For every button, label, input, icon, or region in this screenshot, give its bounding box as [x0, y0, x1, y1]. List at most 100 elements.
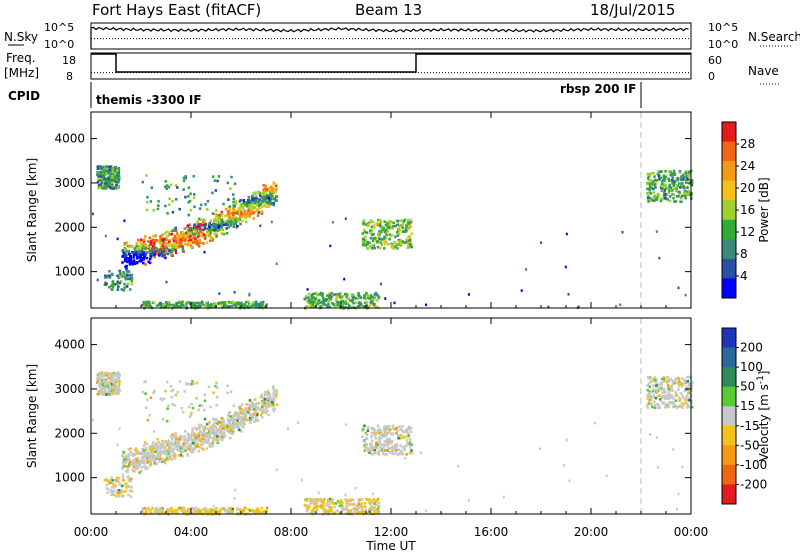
range-cell [201, 508, 205, 511]
range-cell [197, 217, 201, 221]
range-cell [359, 511, 363, 515]
range-cell [113, 174, 116, 178]
range-cell [251, 405, 254, 408]
range-cell [653, 175, 656, 178]
range-cell [91, 212, 94, 216]
range-cell [662, 377, 666, 381]
range-cell [125, 269, 129, 273]
range-cell [391, 426, 395, 430]
range-cell [132, 256, 135, 259]
range-cell [313, 502, 316, 506]
range-cell [162, 239, 165, 242]
range-cell [408, 427, 411, 431]
range-cell [328, 291, 332, 295]
range-cell [153, 255, 156, 259]
range-cell [189, 231, 192, 235]
range-cell [661, 187, 664, 190]
range-cell [401, 226, 404, 230]
range-cell [378, 439, 381, 443]
range-cell [164, 256, 167, 260]
ytick-label: 1000 [54, 471, 85, 485]
range-cell [209, 405, 212, 409]
range-cell [173, 247, 177, 250]
range-cell [379, 282, 382, 286]
range-cell [652, 384, 655, 387]
range-cell [125, 250, 128, 253]
range-cell [266, 188, 269, 192]
range-cell [182, 179, 186, 183]
range-cell [268, 405, 272, 408]
range-cell [256, 412, 259, 415]
range-cell [116, 180, 119, 183]
range-cell [163, 459, 166, 462]
range-cell [140, 241, 143, 244]
range-cell [177, 304, 180, 308]
range-cell [305, 305, 309, 308]
range-cell [97, 184, 101, 187]
range-cell [206, 433, 210, 437]
range-cell [219, 510, 222, 513]
range-cell [117, 166, 121, 170]
range-cell [404, 241, 408, 244]
range-cell [364, 508, 368, 512]
range-cell [168, 301, 171, 305]
range-cell [220, 223, 224, 227]
range-cell [361, 508, 364, 512]
range-cell [142, 304, 146, 308]
range-cell [368, 295, 372, 299]
range-cell [227, 210, 230, 213]
range-cell [198, 426, 201, 429]
range-cell [150, 511, 153, 515]
range-cell [112, 489, 115, 493]
range-cell [209, 431, 213, 435]
range-cell [647, 200, 650, 203]
range-cell [341, 501, 344, 504]
range-cell [260, 506, 264, 510]
range-cell [396, 234, 400, 237]
range-cell [227, 198, 230, 201]
cpid-left-label: CPID [8, 89, 40, 103]
range-cell [210, 236, 214, 240]
range-cell [656, 172, 660, 176]
range-cell [97, 381, 100, 385]
time-axis: 00:00 04:00 08:00 12:00 16:00 20:00 00:00 [74, 112, 708, 539]
range-cell [234, 222, 238, 225]
range-cell [168, 239, 171, 242]
range-cell [219, 228, 222, 232]
range-cell [675, 187, 678, 190]
range-cell [218, 431, 221, 434]
range-cell [248, 407, 251, 410]
range-cell [605, 474, 608, 478]
range-cell [377, 218, 380, 222]
range-cell [655, 390, 658, 394]
range-cell [127, 273, 130, 277]
range-cell [97, 389, 101, 392]
range-cell [310, 295, 314, 298]
range-cell [664, 184, 667, 187]
range-cell [380, 436, 383, 440]
range-cell [255, 209, 258, 213]
range-cell [140, 258, 143, 262]
range-cell [215, 420, 218, 423]
range-cell [686, 193, 690, 196]
range-cell [149, 455, 152, 459]
range-cell [239, 210, 243, 213]
range-cell [681, 394, 684, 397]
range-cell [133, 262, 137, 265]
range-cell [659, 199, 663, 203]
range-cell [181, 450, 184, 453]
range-cell [675, 177, 678, 180]
range-cell [687, 375, 691, 379]
range-cell [215, 507, 218, 510]
range-cell [254, 301, 257, 304]
range-cell [243, 303, 247, 306]
range-cell [193, 302, 196, 306]
range-cell [108, 383, 111, 386]
range-cell [170, 389, 173, 393]
range-cell [157, 204, 160, 207]
range-cell [568, 479, 571, 483]
range-cell [217, 175, 221, 178]
range-cell [257, 408, 260, 411]
range-cell [305, 506, 309, 509]
